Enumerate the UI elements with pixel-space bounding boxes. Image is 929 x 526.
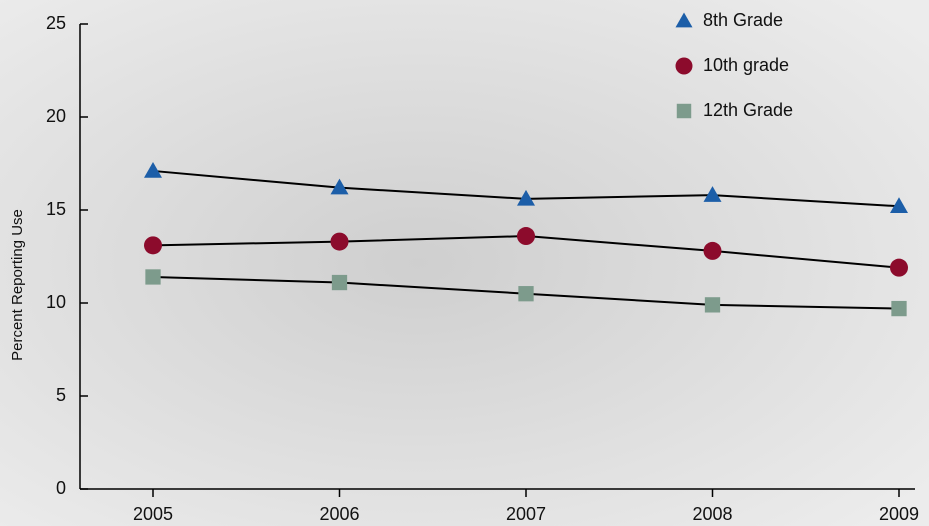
data-point xyxy=(890,197,908,214)
data-point xyxy=(890,258,908,277)
data-point xyxy=(891,300,907,317)
legend-marker xyxy=(675,12,693,28)
data-point xyxy=(703,186,722,202)
data-point xyxy=(144,236,162,255)
data-point xyxy=(330,232,349,251)
legend-label: 8th Grade xyxy=(703,10,783,30)
x-tick-label: 2008 xyxy=(692,504,732,524)
y-tick-label: 20 xyxy=(46,106,66,126)
data-point xyxy=(330,178,349,195)
data-point xyxy=(703,241,722,260)
x-tick-label: 2006 xyxy=(319,504,359,524)
y-tick-label: 5 xyxy=(56,385,66,405)
data-point xyxy=(704,297,721,313)
legend-marker xyxy=(676,103,692,119)
data-point xyxy=(145,269,161,285)
y-tick-label: 15 xyxy=(46,199,66,219)
legend-marker xyxy=(675,57,693,75)
x-tick-label: 2005 xyxy=(133,504,173,524)
x-tick-label: 2009 xyxy=(879,504,919,524)
y-tick-label: 0 xyxy=(56,478,66,498)
y-tick-label: 10 xyxy=(46,292,66,312)
legend-label: 10th grade xyxy=(703,55,789,75)
y-tick-label: 25 xyxy=(46,13,66,33)
data-point xyxy=(144,161,162,178)
data-point xyxy=(517,189,535,206)
y-axis-label: Percent Reporting Use xyxy=(9,209,26,361)
data-point xyxy=(331,274,348,291)
legend-label: 12th Grade xyxy=(703,100,793,120)
x-tick-label: 2007 xyxy=(506,504,546,524)
data-point xyxy=(518,286,534,302)
data-point xyxy=(517,227,535,246)
